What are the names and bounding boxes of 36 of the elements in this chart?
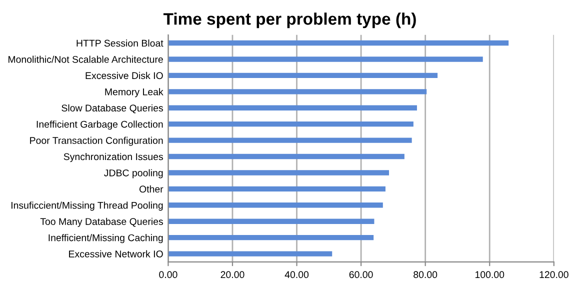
- x-tick-label: 0.00: [159, 271, 178, 278]
- bar: [168, 121, 414, 127]
- y-tick-label: Other: [139, 185, 164, 193]
- y-tick-label: JDBC pooling: [104, 169, 163, 178]
- x-tick-label: 60.00: [349, 271, 373, 278]
- x-tick-label: 100.00: [475, 271, 504, 278]
- bar: [168, 234, 374, 240]
- bar: [168, 40, 509, 46]
- y-tick-label: Too Many Database Queries: [40, 218, 163, 227]
- y-tick-label: Poor Transaction Configuration: [30, 136, 163, 146]
- bar: [168, 56, 483, 62]
- bar: [168, 202, 383, 208]
- y-tick-label: Memory Leak: [105, 88, 164, 98]
- bar: [168, 218, 374, 224]
- bar: [168, 89, 427, 94]
- bar: [168, 154, 404, 160]
- x-tick-label: 20.00: [220, 271, 244, 278]
- y-tick-label: HTTP Session Bloat: [76, 40, 164, 47]
- y-tick-label: Excessive Network IO: [69, 250, 163, 258]
- y-tick-label: Excessive Disk IO: [86, 72, 163, 80]
- bar: [168, 251, 332, 256]
- y-tick-label: Inefficient/Missing Caching: [48, 234, 163, 244]
- y-tick-label: Slow Database Queries: [62, 104, 163, 114]
- y-tick-label: Synchronization Issues: [64, 152, 163, 162]
- x-tick-label: 120.00: [540, 271, 568, 278]
- bar: [168, 170, 390, 176]
- bar: [168, 72, 438, 78]
- y-tick-label: Inefficient Garbage Collection: [36, 120, 163, 130]
- bar: [168, 138, 412, 143]
- bar: [168, 105, 417, 110]
- y-tick-label: Insuficcient/Missing Thread Pooling: [11, 202, 163, 211]
- bar: [168, 186, 386, 192]
- y-tick-label: Monolithic/Not Scalable Architecture: [8, 56, 163, 63]
- x-tick-label: 80.00: [414, 271, 438, 278]
- x-tick-label: 40.00: [284, 271, 309, 278]
- chart-title: Time spent per problem type (h): [163, 12, 416, 28]
